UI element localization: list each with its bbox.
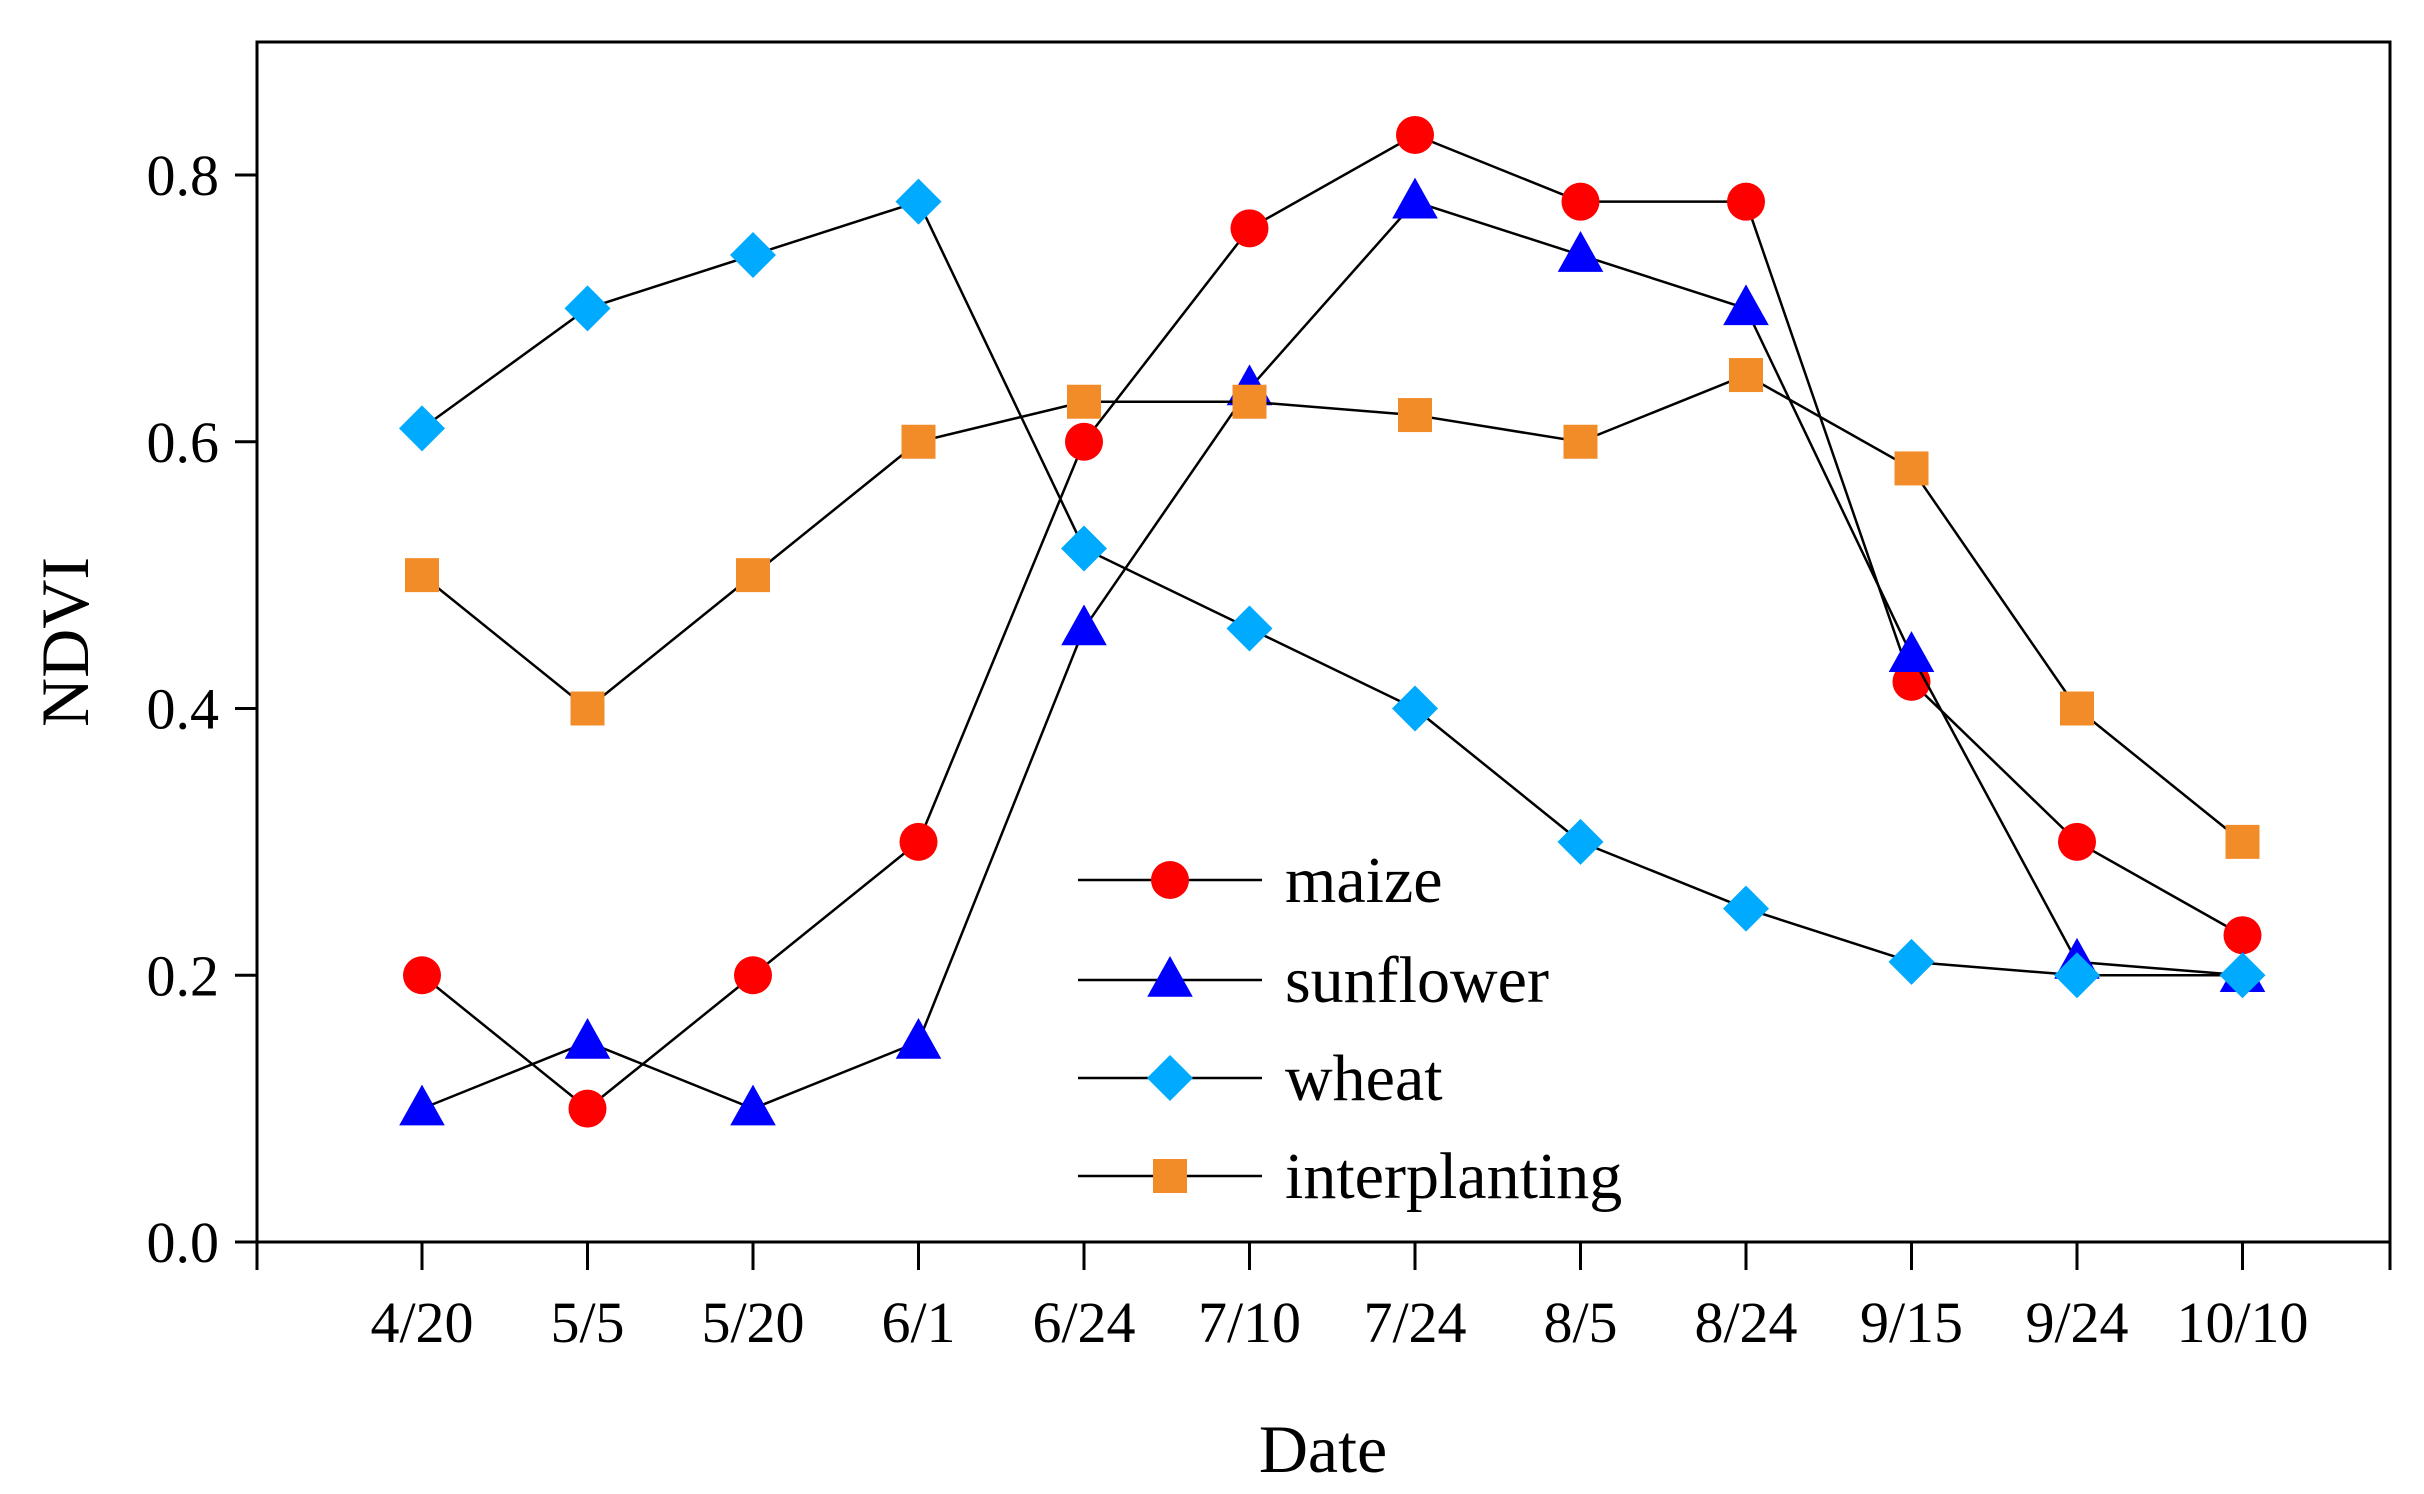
point-interplanting	[1398, 398, 1432, 433]
point-sunflower	[399, 1084, 445, 1126]
y-axis-title: NDVI	[27, 557, 103, 727]
point-maize	[734, 956, 772, 995]
legend-item-maize: maize	[1078, 844, 1443, 917]
point-interplanting	[736, 558, 770, 593]
point-interplanting	[1729, 358, 1763, 393]
point-interplanting	[1894, 451, 1929, 486]
point-wheat	[1723, 885, 1769, 932]
point-wheat	[1392, 685, 1438, 732]
point-sunflower	[1392, 177, 1438, 219]
x-tick-label: 8/24	[1694, 1290, 1797, 1355]
legend: maize sunflower wheat interplanting	[1078, 844, 1622, 1213]
point-maize	[899, 822, 938, 861]
x-axis: 4/20 5/5 5/20 6/1 6/24 7/10 7/24 8/5 8/24 9/15 9/2…	[255, 1242, 2392, 1355]
legend-label: wheat	[1285, 1042, 1443, 1115]
point-wheat	[1557, 818, 1604, 865]
point-maize	[1065, 422, 1103, 461]
legend-label: maize	[1285, 844, 1443, 917]
point-maize	[1727, 182, 1765, 221]
x-tick-label: 6/1	[881, 1290, 955, 1355]
x-tick-label: 7/24	[1363, 1290, 1466, 1355]
y-tick-label: 0.0	[147, 1210, 220, 1275]
line-wheat	[421, 200, 2243, 977]
point-wheat	[730, 232, 776, 279]
x-tick-label: 5/5	[550, 1290, 624, 1355]
point-maize	[568, 1089, 607, 1128]
point-interplanting	[2225, 824, 2260, 859]
legend-marker	[1147, 1055, 1193, 1101]
point-interplanting	[1067, 384, 1101, 419]
x-tick-label: 7/10	[1198, 1290, 1301, 1355]
series-interplanting	[405, 358, 2260, 859]
point-maize	[1230, 209, 1269, 248]
point-interplanting	[901, 424, 936, 459]
point-wheat	[1888, 938, 1935, 985]
y-tick-label: 0.8	[147, 143, 220, 208]
x-axis-title: Date	[1259, 1411, 1387, 1487]
legend-marker	[1153, 1159, 1187, 1193]
line-interplanting	[421, 373, 2244, 843]
y-tick-label: 0.2	[147, 943, 220, 1008]
legend-label: sunflower	[1285, 944, 1549, 1017]
point-wheat	[895, 178, 942, 225]
point-maize	[2223, 916, 2262, 955]
point-interplanting	[1563, 424, 1598, 459]
legend-label: interplanting	[1285, 1140, 1622, 1213]
x-tick-label: 4/20	[370, 1290, 473, 1355]
legend-item-wheat: wheat	[1078, 1042, 1443, 1115]
point-wheat	[1061, 525, 1107, 572]
point-sunflower	[730, 1084, 776, 1126]
x-tick-label: 8/5	[1543, 1290, 1617, 1355]
legend-marker	[1147, 956, 1193, 997]
point-maize	[2058, 822, 2096, 861]
legend-item-interplanting: interplanting	[1078, 1140, 1622, 1213]
point-wheat	[2054, 952, 2100, 999]
point-maize	[1561, 182, 1600, 221]
y-axis: 0.0 0.2 0.4 0.6 0.8	[147, 143, 257, 1275]
point-wheat	[564, 285, 611, 332]
x-tick-label: 9/15	[1860, 1290, 1963, 1355]
x-tick-label: 6/24	[1032, 1290, 1135, 1355]
point-maize	[1396, 115, 1434, 154]
point-sunflower	[564, 1017, 611, 1059]
x-tick-label: 10/10	[2176, 1290, 2308, 1355]
point-interplanting	[405, 558, 439, 593]
point-wheat	[1226, 605, 1273, 652]
point-interplanting	[570, 691, 605, 726]
point-interplanting	[2060, 691, 2094, 726]
plot-frame	[255, 40, 2392, 1244]
legend-item-sunflower: sunflower	[1078, 944, 1549, 1017]
series-wheat	[399, 178, 2266, 999]
point-wheat	[2219, 952, 2266, 999]
point-wheat	[399, 405, 445, 452]
point-interplanting	[1232, 384, 1267, 419]
x-tick-label: 9/24	[2025, 1290, 2128, 1355]
point-maize	[403, 956, 441, 995]
legend-marker	[1151, 861, 1189, 899]
point-sunflower	[895, 1017, 942, 1059]
point-sunflower	[1888, 631, 1935, 672]
point-sunflower	[1061, 604, 1107, 646]
x-tick-label: 5/20	[701, 1290, 804, 1355]
y-tick-label: 0.6	[147, 410, 220, 475]
line-sunflower	[421, 200, 2243, 1110]
series-group	[399, 115, 2266, 1128]
point-sunflower	[1557, 231, 1604, 272]
y-tick-label: 0.4	[147, 677, 220, 742]
point-sunflower	[1723, 284, 1769, 326]
